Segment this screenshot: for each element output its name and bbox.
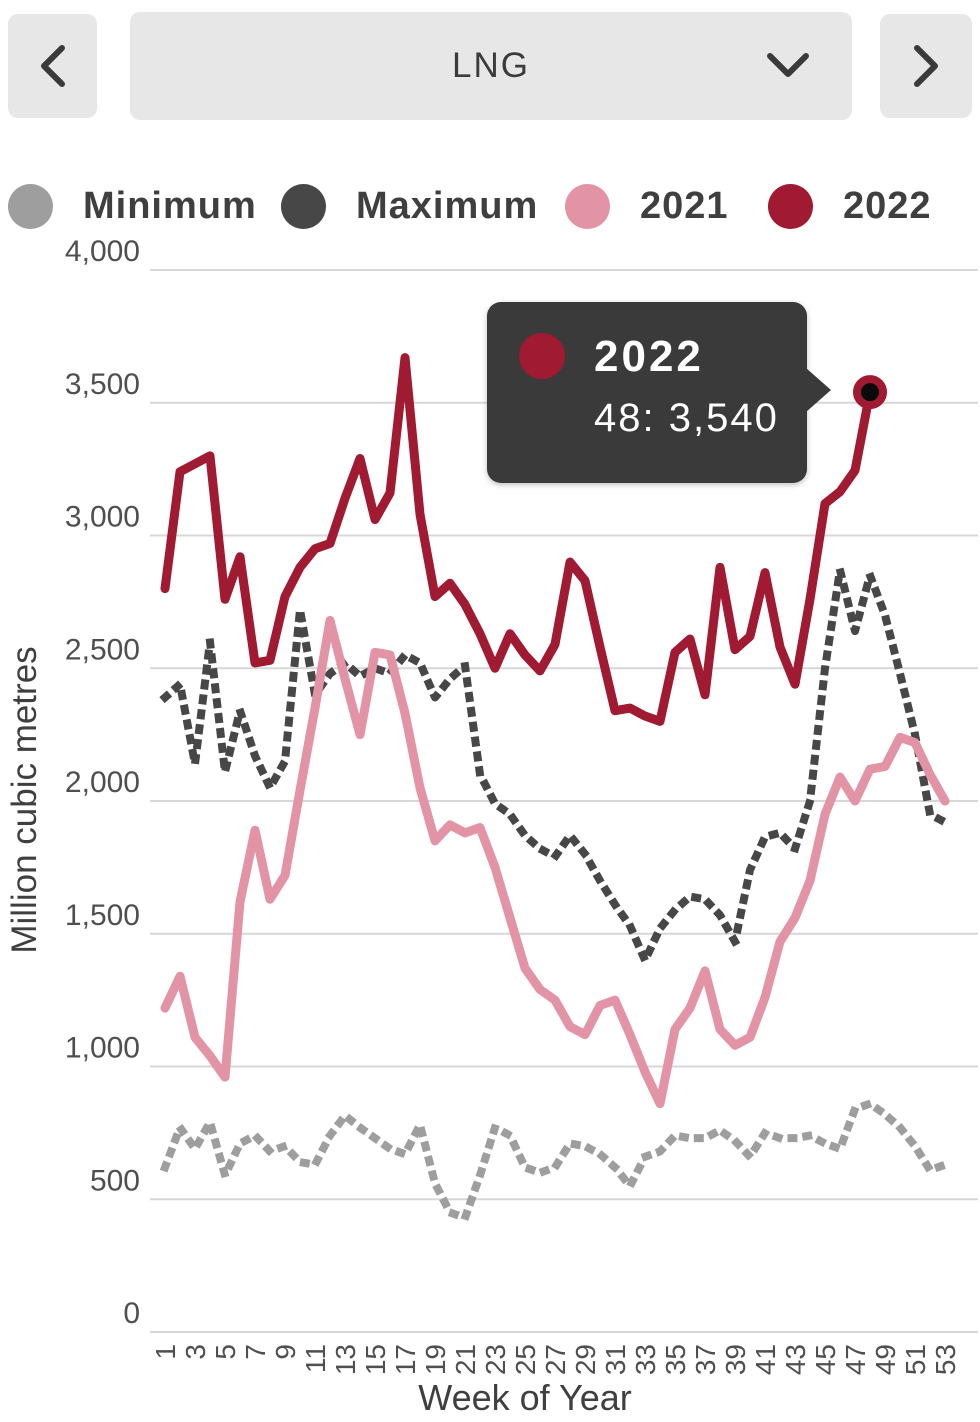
x-tick-label: 33	[630, 1344, 661, 1375]
x-tick-label: 51	[900, 1344, 931, 1375]
tooltip-series-name: 2022	[594, 332, 704, 381]
x-tick-label: 47	[840, 1344, 871, 1375]
legend-item-2021[interactable]: 2021	[565, 178, 729, 234]
y-tick-label: 500	[90, 1164, 140, 1197]
chevron-left-icon	[40, 45, 65, 87]
x-axis-title: Week of Year	[418, 1377, 632, 1418]
dropdown-value: LNG	[452, 46, 530, 85]
highlighted-point[interactable]	[853, 375, 887, 410]
x-tick-label: 11	[300, 1344, 331, 1373]
legend-item-minimum[interactable]: Minimum	[8, 178, 257, 234]
x-tick-label: 41	[750, 1344, 781, 1375]
tooltip: 2022 48: 3,540	[487, 302, 831, 483]
x-tick-label: 39	[720, 1344, 751, 1375]
y-tick-label: 0	[123, 1297, 140, 1330]
x-tick-label: 45	[810, 1344, 841, 1375]
x-axis-labels: 1 3 5 7 9 11 13 15 17 19 21 23 25 27 29 31 33 35 37 39 41 43 4…	[150, 1344, 961, 1375]
y-tick-label: 2,500	[65, 633, 140, 666]
legend-item-maximum[interactable]: Maximum	[281, 178, 538, 234]
chevron-right-icon	[914, 45, 938, 87]
legend-label-2022: 2022	[843, 184, 932, 227]
y-tick-label: 2,000	[65, 766, 140, 799]
y-tick-label: 4,000	[65, 235, 140, 268]
x-tick-label: 23	[480, 1344, 511, 1375]
metric-dropdown[interactable]: LNG	[130, 12, 852, 120]
x-tick-label: 3	[180, 1344, 211, 1360]
y-tick-label: 3,500	[65, 368, 140, 401]
legend-swatch-2021	[565, 183, 610, 229]
tooltip-series-dot-icon	[519, 333, 565, 379]
x-tick-label: 31	[600, 1344, 631, 1375]
y-tick-label: 1,000	[65, 1032, 140, 1065]
x-tick-label: 43	[780, 1344, 811, 1375]
prev-button[interactable]	[8, 14, 97, 118]
y-tick-label: 3,000	[65, 501, 140, 534]
x-tick-label: 21	[450, 1344, 481, 1375]
legend-label-minimum: Minimum	[83, 184, 257, 227]
grid-and-y-axis: 0 500 1,000 1,500 2,000 2,500 3,000 3,500 4,000	[65, 235, 978, 1333]
tooltip-value: 48: 3,540	[594, 396, 779, 440]
x-tick-label: 53	[930, 1344, 961, 1375]
legend-swatch-minimum	[8, 183, 53, 229]
series-line-2022	[160, 353, 875, 726]
x-tick-label: 27	[540, 1344, 571, 1375]
series-line-2021	[160, 615, 950, 1109]
legend-swatch-maximum	[281, 183, 326, 229]
x-tick-label: 7	[240, 1344, 271, 1360]
series-line-minimum	[159, 1099, 951, 1222]
x-tick-label: 19	[420, 1344, 451, 1375]
x-tick-label: 29	[570, 1344, 601, 1375]
series-line-maximum	[159, 566, 951, 965]
x-tick-label: 25	[510, 1344, 541, 1375]
x-tick-label: 9	[270, 1344, 301, 1360]
legend-item-2022[interactable]: 2022	[768, 178, 932, 234]
x-tick-label: 35	[660, 1344, 691, 1375]
x-tick-label: 1	[150, 1344, 181, 1360]
chevron-down-icon	[767, 53, 809, 77]
x-tick-label: 49	[870, 1344, 901, 1375]
legend-label-maximum: Maximum	[356, 184, 539, 227]
y-tick-label: 1,500	[65, 899, 140, 932]
y-axis-title: Million cubic metres	[5, 646, 44, 953]
x-tick-label: 17	[390, 1344, 421, 1375]
x-tick-label: 15	[360, 1344, 391, 1375]
legend-label-2021: 2021	[640, 184, 729, 227]
x-tick-label: 37	[690, 1344, 721, 1375]
x-tick-label: 5	[210, 1344, 241, 1360]
legend-swatch-2022	[768, 183, 813, 229]
next-button[interactable]	[880, 14, 972, 118]
x-tick-label: 13	[330, 1344, 361, 1375]
tooltip-arrow	[806, 368, 831, 412]
